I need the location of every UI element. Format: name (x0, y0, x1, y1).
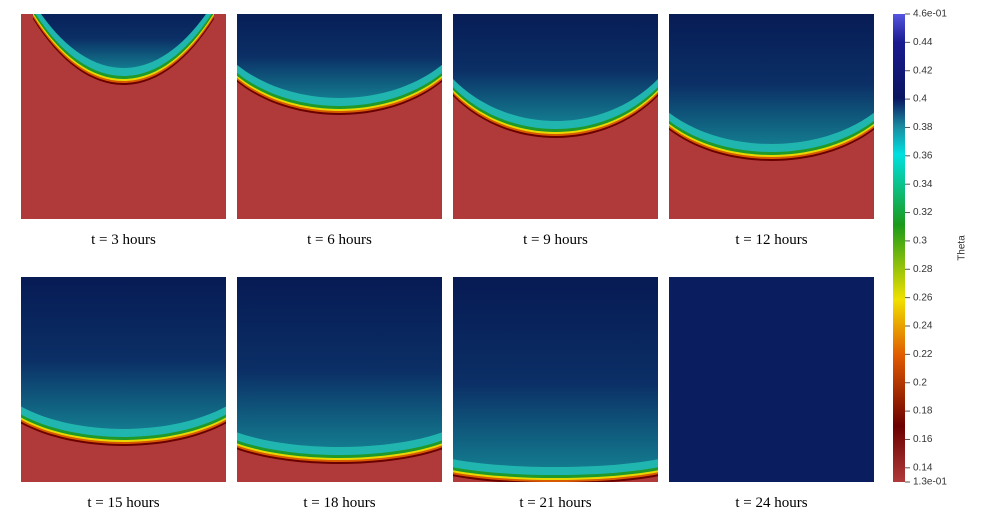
panel (21, 14, 226, 219)
panel-label: t = 6 hours (307, 232, 372, 248)
panel-label: t = 21 hours (519, 495, 591, 511)
panel (669, 14, 874, 219)
panel-label: t = 12 hours (735, 232, 807, 248)
panel-image (669, 277, 874, 482)
panel (669, 277, 874, 482)
front-layer (237, 14, 442, 98)
colorbar-tick-label: 0.18 (913, 406, 933, 417)
colorbar-tick-label: 0.28 (913, 264, 933, 275)
colorbar-tick-label: 0.2 (913, 377, 927, 388)
colorbar-tick-label: 0.38 (913, 122, 933, 133)
colorbar-tick-label: 0.36 (913, 150, 933, 161)
colorbar-tick-label: 0.26 (913, 292, 933, 303)
panel-label: t = 24 hours (735, 495, 807, 511)
panel (453, 277, 658, 482)
colorbar-tick-label: 1.3e-01 (913, 477, 947, 488)
colorbar-tick-label: 0.16 (913, 434, 933, 445)
colorbar (893, 14, 905, 482)
colorbar-tick-label: 0.3 (913, 236, 927, 247)
panel-image (21, 14, 226, 219)
panel-image (453, 277, 658, 482)
panel-image (237, 277, 442, 482)
panel-label: t = 3 hours (91, 232, 156, 248)
colorbar-tick-label: 0.32 (913, 207, 933, 218)
colorbar-tick-label: 0.44 (913, 37, 933, 48)
panel-image (453, 14, 658, 219)
colorbar-tick-label: 0.14 (913, 462, 933, 473)
panel (237, 277, 442, 482)
front-layer (41, 14, 206, 68)
panel-label: t = 18 hours (303, 495, 375, 511)
colorbar-tick-label: 4.6e-01 (913, 9, 947, 20)
front-layer (669, 14, 874, 145)
front-layer (237, 277, 442, 447)
panel-image (669, 14, 874, 219)
panel-label: t = 9 hours (523, 232, 588, 248)
panel-image (237, 14, 442, 219)
front-layer (453, 14, 658, 121)
panel-image (21, 277, 226, 482)
panel-label: t = 15 hours (87, 495, 159, 511)
front-layer (453, 277, 658, 467)
colorbar-tick-label: 0.22 (913, 349, 933, 360)
colorbar-title: Theta (957, 235, 968, 261)
panel (21, 277, 226, 482)
colorbar-tick-label: 0.4 (913, 94, 927, 105)
field (669, 277, 874, 482)
front-layer (21, 277, 226, 429)
colorbar-tick-label: 0.34 (913, 179, 933, 190)
colorbar-tick-label: 0.42 (913, 65, 933, 76)
panel (453, 14, 658, 219)
colorbar-tick-label: 0.24 (913, 321, 933, 332)
panel (237, 14, 442, 219)
